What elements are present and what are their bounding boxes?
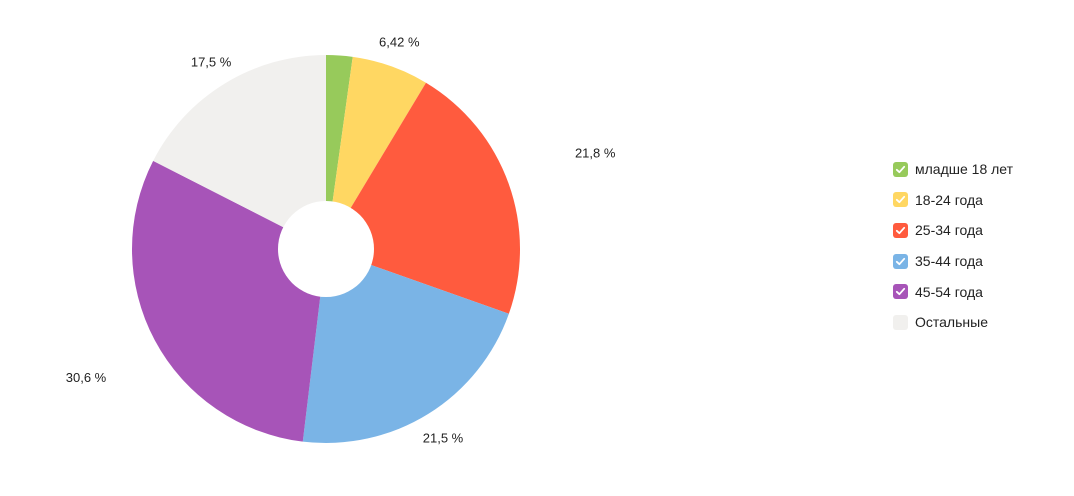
pie-slice[interactable] [153, 54, 326, 249]
legend-checkbox-checked[interactable] [893, 253, 908, 269]
pie-slice[interactable] [326, 55, 353, 249]
legend-label: Остальные [915, 314, 988, 331]
legend-checkbox-checked[interactable] [893, 161, 908, 177]
checkmark-icon [895, 226, 906, 235]
legend-checkbox[interactable] [893, 314, 908, 330]
pie-slice[interactable] [302, 249, 509, 444]
legend-checkbox-checked[interactable] [893, 192, 908, 208]
pie-labels: 6,42 % 21,8 % 21,5 % 30,6 % 17,5 % [66, 35, 616, 446]
slice-value-label: 21,8 % [575, 145, 616, 160]
legend-label: 18-24 года [915, 191, 983, 208]
slice-value-label: 30,6 % [66, 370, 107, 385]
legend-label: младше 18 лет [915, 161, 1014, 178]
legend-item[interactable]: 25-34 года [893, 215, 1013, 246]
legend-item[interactable]: 18-24 года [893, 185, 1013, 216]
legend-item[interactable]: Остальные [893, 307, 1013, 338]
pie-slice[interactable] [326, 82, 520, 314]
slice-value-label: 21,5 % [423, 431, 464, 446]
checkmark-icon [895, 165, 906, 173]
legend-checkbox-checked[interactable] [893, 222, 908, 238]
checkmark-icon [895, 288, 906, 296]
donut-hole [278, 201, 374, 297]
legend-item[interactable]: 35-44 года [893, 246, 1013, 277]
slice-value-label: 17,5 % [191, 54, 232, 69]
slice-value-label: 6,42 % [379, 35, 420, 50]
chart-legend: младше 18 лет 18-24 года 25-34 года 35-44 г… [893, 154, 1013, 338]
legend-item[interactable]: 45-54 года [893, 276, 1013, 307]
legend-label: 35-44 года [915, 253, 983, 270]
pie-slice[interactable] [131, 160, 326, 442]
pie-slices [131, 54, 520, 444]
legend-checkbox-checked[interactable] [893, 284, 908, 300]
legend-label: 45-54 года [915, 283, 983, 300]
checkmark-icon [895, 196, 906, 204]
checkmark-icon [895, 257, 906, 265]
legend-label: 25-34 года [915, 222, 983, 239]
pie-slice[interactable] [326, 56, 426, 249]
legend-item[interactable]: младше 18 лет [893, 154, 1013, 185]
